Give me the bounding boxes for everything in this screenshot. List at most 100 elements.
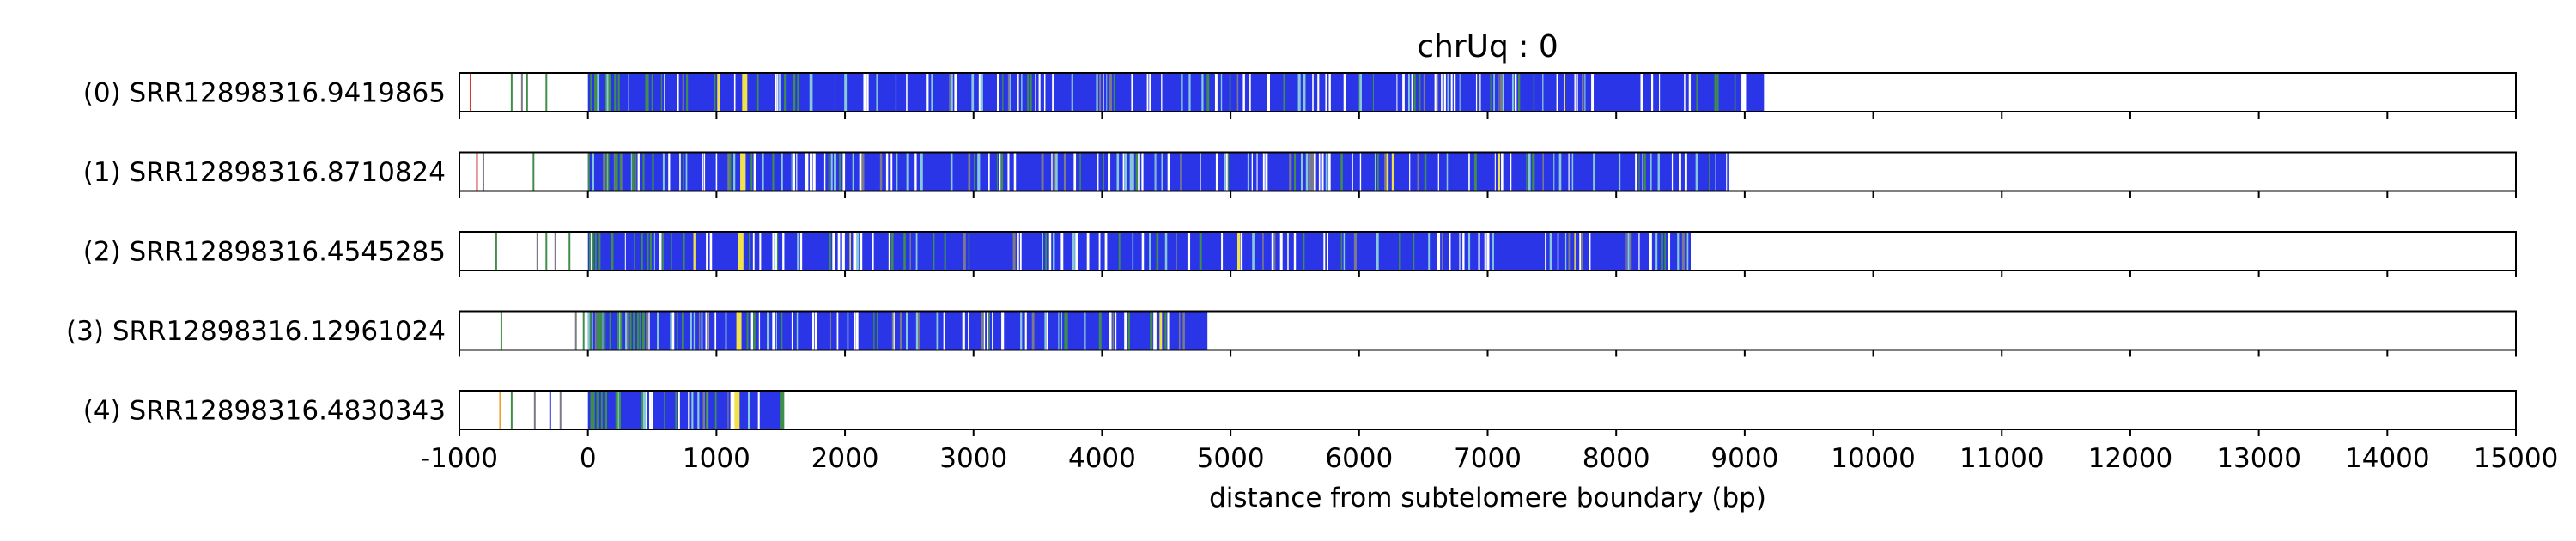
- read-stripe: [1359, 152, 1362, 191]
- read-stripe: [1048, 232, 1052, 270]
- read-stripe: [1437, 232, 1441, 270]
- read-stripe: [1002, 73, 1004, 112]
- read-stripe: [762, 152, 764, 191]
- read-stripe: [1073, 152, 1077, 191]
- read-stripe: [1227, 152, 1230, 191]
- read-stripe: [651, 391, 653, 429]
- read-stripe: [729, 152, 732, 191]
- read-stripe: [634, 232, 635, 270]
- read-stripe: [677, 391, 680, 429]
- read-stripe: [597, 311, 599, 350]
- read-stripe: [620, 311, 623, 350]
- read-stripe: [587, 152, 590, 191]
- read-stripe: [649, 232, 652, 270]
- read-stripe: [600, 391, 603, 429]
- read-stripe: [1459, 73, 1461, 112]
- read-stripe: [670, 311, 672, 350]
- read-stripe: [1314, 152, 1316, 191]
- read-stripe: [1122, 152, 1125, 191]
- variant-mark: [500, 311, 502, 350]
- read-stripe: [1045, 232, 1048, 270]
- read-stripe: [1486, 232, 1490, 270]
- read-stripe: [734, 391, 740, 429]
- read-stripe: [1716, 73, 1719, 112]
- read-stripe: [616, 391, 618, 429]
- read-stripe: [1651, 73, 1654, 112]
- read-stripe: [772, 232, 775, 270]
- read-stripe: [647, 232, 649, 270]
- read-stripe: [594, 311, 597, 350]
- x-axis-label: distance from subtelomere boundary (bp): [1209, 483, 1766, 514]
- read-stripe: [732, 391, 735, 429]
- read-stripe: [747, 391, 750, 429]
- read-stripe: [1340, 152, 1343, 191]
- read-stripe: [1293, 232, 1297, 270]
- read-track: (1) SRR12898316.8710824: [83, 151, 2517, 198]
- read-stripe: [860, 232, 863, 270]
- read-stripe: [1532, 152, 1535, 191]
- read-stripe: [1221, 232, 1224, 270]
- x-tick-label: 15000: [2474, 443, 2559, 474]
- read-stripe: [1629, 232, 1632, 270]
- read-stripe: [1655, 232, 1658, 270]
- read-stripe: [1528, 152, 1531, 191]
- read-stripe: [772, 152, 775, 191]
- read-stripe: [1214, 73, 1218, 112]
- read-stripe: [601, 311, 604, 350]
- read-stripe: [1413, 73, 1416, 112]
- read-stripe: [1668, 232, 1671, 270]
- read-stripe: [793, 152, 796, 191]
- read-stripe: [1576, 73, 1578, 112]
- read-stripe: [682, 73, 684, 112]
- read-stripe: [1106, 73, 1108, 112]
- read-stripe: [1201, 73, 1204, 112]
- read-stripe: [1098, 311, 1102, 350]
- read-stripe: [630, 152, 633, 191]
- read-stripe: [1109, 73, 1113, 112]
- read-stripe: [707, 311, 709, 350]
- read-stripe: [1553, 152, 1555, 191]
- x-tick-label: 1000: [683, 443, 750, 474]
- read-stripe: [1453, 73, 1456, 112]
- read-stripe: [1251, 152, 1253, 191]
- read-track: (2) SRR12898316.4545285: [83, 231, 2517, 277]
- read-stripe: [1618, 152, 1621, 191]
- read-stripe: [1053, 232, 1055, 270]
- read-stripe: [1499, 73, 1503, 112]
- read-stripe: [652, 152, 654, 191]
- read-stripe: [592, 311, 593, 350]
- read-stripe: [1311, 152, 1315, 191]
- read-stripe: [1236, 73, 1239, 112]
- read-stripe: [811, 73, 813, 112]
- read-stripe: [1279, 232, 1283, 270]
- read-stripe: [594, 232, 597, 270]
- read-stripe: [619, 391, 622, 429]
- read-stripe: [706, 391, 708, 429]
- read-stripe: [1271, 232, 1274, 270]
- read-stripe: [1240, 232, 1243, 270]
- read-stripe: [1351, 152, 1353, 191]
- read-stripe: [736, 311, 742, 350]
- read-stripe: [1318, 152, 1321, 191]
- read-stripe: [1129, 152, 1133, 191]
- read-stripe: [853, 232, 856, 270]
- read-stripe: [1695, 152, 1698, 191]
- x-tick-label: -1000: [421, 443, 498, 474]
- read-stripe: [799, 232, 803, 270]
- read-stripe: [1581, 232, 1583, 270]
- read-stripe: [616, 152, 618, 191]
- read-stripe: [705, 311, 707, 350]
- read-stripe: [829, 232, 831, 270]
- read-stripe: [1086, 232, 1090, 270]
- read-stripe: [1265, 152, 1268, 191]
- read-stripe: [1579, 232, 1583, 270]
- read-stripe: [607, 152, 610, 191]
- read-stripe: [915, 232, 918, 270]
- read-stripe: [709, 232, 713, 270]
- read-stripe: [662, 232, 664, 270]
- read-stripe: [625, 311, 628, 350]
- read-stripe: [971, 73, 975, 112]
- read-stripe: [1413, 232, 1415, 270]
- read-stripe: [742, 73, 748, 112]
- read-stripe: [891, 311, 895, 350]
